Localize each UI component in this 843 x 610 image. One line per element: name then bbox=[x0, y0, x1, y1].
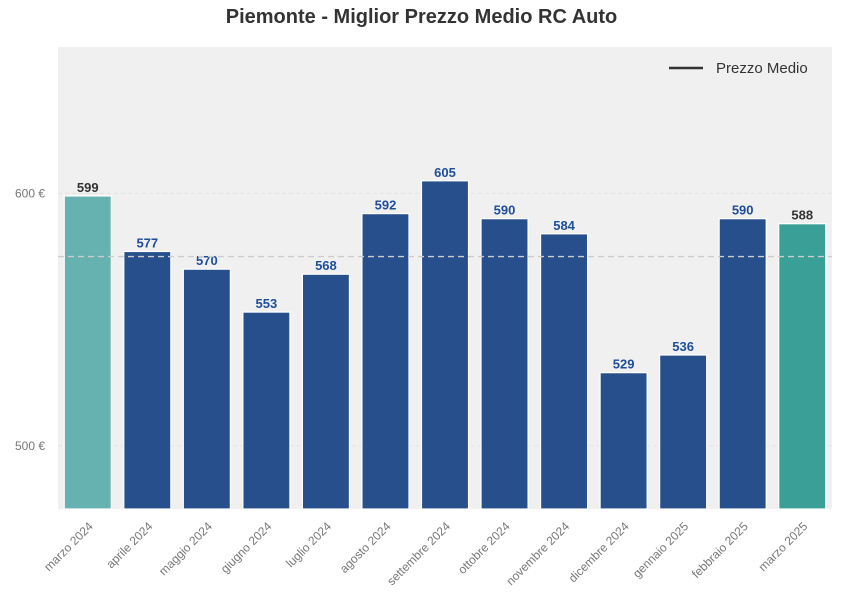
bar bbox=[361, 213, 410, 510]
chart-title: Piemonte - Miglior Prezzo Medio RC Auto bbox=[225, 6, 618, 28]
x-tick-label: marzo 2025 bbox=[756, 519, 811, 574]
bar-value-label: 553 bbox=[256, 296, 278, 311]
x-tick-label: giugno 2024 bbox=[218, 519, 275, 576]
x-tick-label: gennaio 2025 bbox=[630, 519, 692, 581]
bar-value-label: 588 bbox=[791, 208, 813, 223]
x-tick-label: aprile 2024 bbox=[104, 519, 156, 571]
bar bbox=[480, 218, 529, 510]
x-tick-label: febbraio 2025 bbox=[689, 519, 751, 581]
bar bbox=[539, 233, 589, 510]
x-tick-label: maggio 2024 bbox=[156, 519, 215, 578]
bar-value-label: 584 bbox=[553, 218, 575, 233]
bar-value-label: 568 bbox=[315, 258, 337, 273]
bar-value-label: 536 bbox=[672, 339, 694, 354]
x-tick-label: agosto 2024 bbox=[337, 519, 394, 576]
y-tick-label: 500 € bbox=[15, 439, 45, 453]
bar-value-label: 590 bbox=[732, 203, 754, 218]
bar bbox=[659, 354, 708, 510]
bar-value-label: 599 bbox=[77, 180, 99, 195]
bar bbox=[63, 195, 112, 510]
bar bbox=[242, 311, 291, 510]
bar-value-label: 577 bbox=[136, 235, 158, 250]
x-tick-label: ottobre 2024 bbox=[455, 519, 513, 577]
bar bbox=[778, 223, 827, 510]
y-tick-label: 600 € bbox=[15, 186, 45, 200]
bar bbox=[301, 273, 351, 510]
x-tick-label: luglio 2024 bbox=[283, 519, 334, 570]
x-tick-label: dicembre 2024 bbox=[566, 519, 632, 585]
bar-value-label: 529 bbox=[613, 357, 635, 372]
x-tick-label: settembre 2024 bbox=[384, 519, 453, 588]
bar-value-label: 570 bbox=[196, 253, 218, 268]
bar-value-label: 592 bbox=[375, 198, 397, 213]
bar-value-label: 605 bbox=[434, 165, 456, 180]
legend-label: Prezzo Medio bbox=[716, 60, 808, 77]
bar bbox=[420, 180, 470, 510]
bar bbox=[182, 268, 231, 510]
bar-value-label: 590 bbox=[494, 203, 516, 218]
x-tick-label: novembre 2024 bbox=[503, 519, 572, 588]
bar bbox=[599, 372, 648, 510]
x-tick-label: marzo 2024 bbox=[41, 519, 96, 574]
bar bbox=[718, 218, 767, 510]
bar bbox=[123, 250, 172, 510]
